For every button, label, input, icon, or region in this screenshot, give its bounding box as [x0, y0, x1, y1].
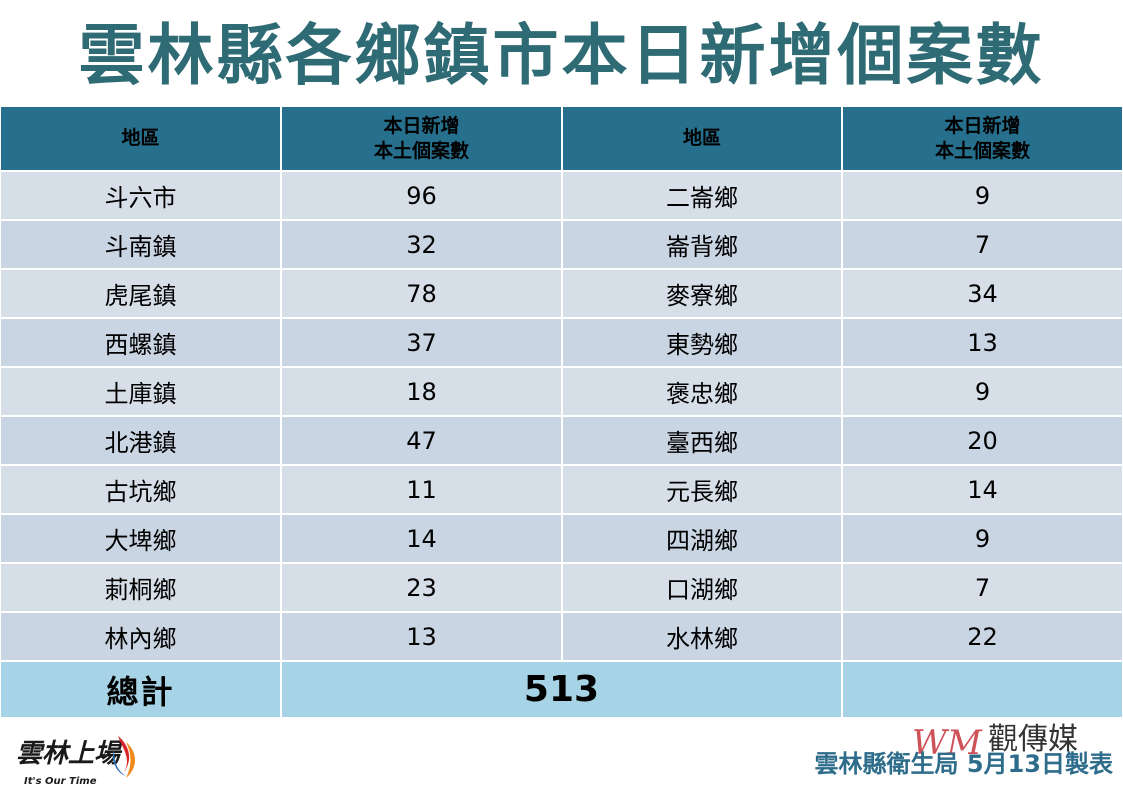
watermark-brand-text: 觀傳媒: [988, 722, 1078, 757]
count-left-cell: 96: [281, 171, 563, 221]
count-left-cell: 23: [281, 563, 563, 613]
area-right-cell: 臺西鄉: [562, 416, 843, 466]
count-left-cell: 37: [281, 318, 563, 368]
count-right-cell: 14: [842, 465, 1122, 515]
table-row: 土庫鎮 18 褒忠鄉 9: [1, 367, 1122, 417]
table-row: 古坑鄉 11 元長鄉 14: [1, 465, 1122, 515]
table-row: 虎尾鎮 78 麥寮鄉 34: [1, 269, 1122, 319]
table-row: 西螺鎮 37 東勢鄉 13: [1, 318, 1122, 368]
logo-tagline: It's Our Time: [24, 776, 97, 787]
table-row: 莿桐鄉 23 口湖鄉 7: [1, 563, 1122, 613]
count-left-cell: 11: [281, 465, 563, 515]
count-right-cell: 9: [842, 171, 1122, 221]
area-right-cell: 東勢鄉: [562, 318, 843, 368]
area-right-cell: 崙背鄉: [562, 220, 843, 270]
area-left-cell: 土庫鎮: [1, 367, 282, 417]
area-right-cell: 麥寮鄉: [562, 269, 843, 319]
table-row: 斗南鎮 32 崙背鄉 7: [1, 220, 1122, 270]
total-value: 513: [281, 661, 843, 719]
count-right-cell: 22: [842, 612, 1122, 662]
logo-text: 雲林上場: [16, 739, 123, 769]
area-left-cell: 北港鎮: [1, 416, 282, 466]
area-left-cell: 林內鄉: [1, 612, 282, 662]
count-right-cell: 13: [842, 318, 1122, 368]
area-left-cell: 斗南鎮: [1, 220, 282, 270]
count-left-cell: 32: [281, 220, 563, 270]
media-watermark-logo: WM: [912, 720, 1112, 764]
area-right-cell: 口湖鄉: [562, 563, 843, 613]
count-left-cell: 18: [281, 367, 563, 417]
area-right-cell: 水林鄉: [562, 612, 843, 662]
table-row: 斗六市 96 二崙鄉 9: [1, 171, 1122, 221]
total-row: 總計 513: [1, 661, 1122, 719]
table-row: 林內鄉 13 水林鄉 22: [1, 612, 1122, 662]
area-left-cell: 虎尾鎮: [1, 269, 282, 319]
area-right-cell: 二崙鄉: [562, 171, 843, 221]
yunlin-campaign-logo: 雲林上場 It's Our Time: [14, 728, 144, 790]
area-left-cell: 大埤鄉: [1, 514, 282, 564]
area-left-cell: 斗六市: [1, 171, 282, 221]
count-right-cell: 20: [842, 416, 1122, 466]
count-left-cell: 78: [281, 269, 563, 319]
page-title: 雲林縣各鄉鎮市本日新增個案數: [78, 17, 1045, 94]
header-area-right: 地區: [562, 107, 843, 172]
count-right-cell: 34: [842, 269, 1122, 319]
count-left-cell: 47: [281, 416, 563, 466]
table-row: 大埤鄉 14 四湖鄉 9: [1, 514, 1122, 564]
header-area-left: 地區: [1, 107, 282, 172]
count-left-cell: 14: [281, 514, 563, 564]
area-right-cell: 四湖鄉: [562, 514, 843, 564]
header-count-right: 本日新增 本土個案數: [842, 107, 1122, 172]
count-right-cell: 9: [842, 514, 1122, 564]
count-right-cell: 7: [842, 563, 1122, 613]
area-left-cell: 古坑鄉: [1, 465, 282, 515]
count-right-cell: 7: [842, 220, 1122, 270]
footer-credit: 雲林縣衛生局 5月13日製表: [814, 750, 1113, 778]
area-left-cell: 莿桐鄉: [1, 563, 282, 613]
cases-table: 地區 本日新增 本土個案數 地區 本日新增 本土個案數 斗六市 96 二崙鄉 9 斗南鎮…: [1, 107, 1122, 719]
header-count-left: 本日新增 本土個案數: [281, 107, 563, 172]
table-row: 北港鎮 47 臺西鄉 20: [1, 416, 1122, 466]
count-left-cell: 13: [281, 612, 563, 662]
svg-text:WM: WM: [912, 723, 983, 763]
table-header-row: 地區 本日新增 本土個案數 地區 本日新增 本土個案數: [1, 107, 1122, 172]
count-right-cell: 9: [842, 367, 1122, 417]
area-left-cell: 西螺鎮: [1, 318, 282, 368]
total-empty-cell: [842, 661, 1122, 719]
total-label: 總計: [1, 661, 282, 719]
area-right-cell: 褒忠鄉: [562, 367, 843, 417]
area-right-cell: 元長鄉: [562, 465, 843, 515]
